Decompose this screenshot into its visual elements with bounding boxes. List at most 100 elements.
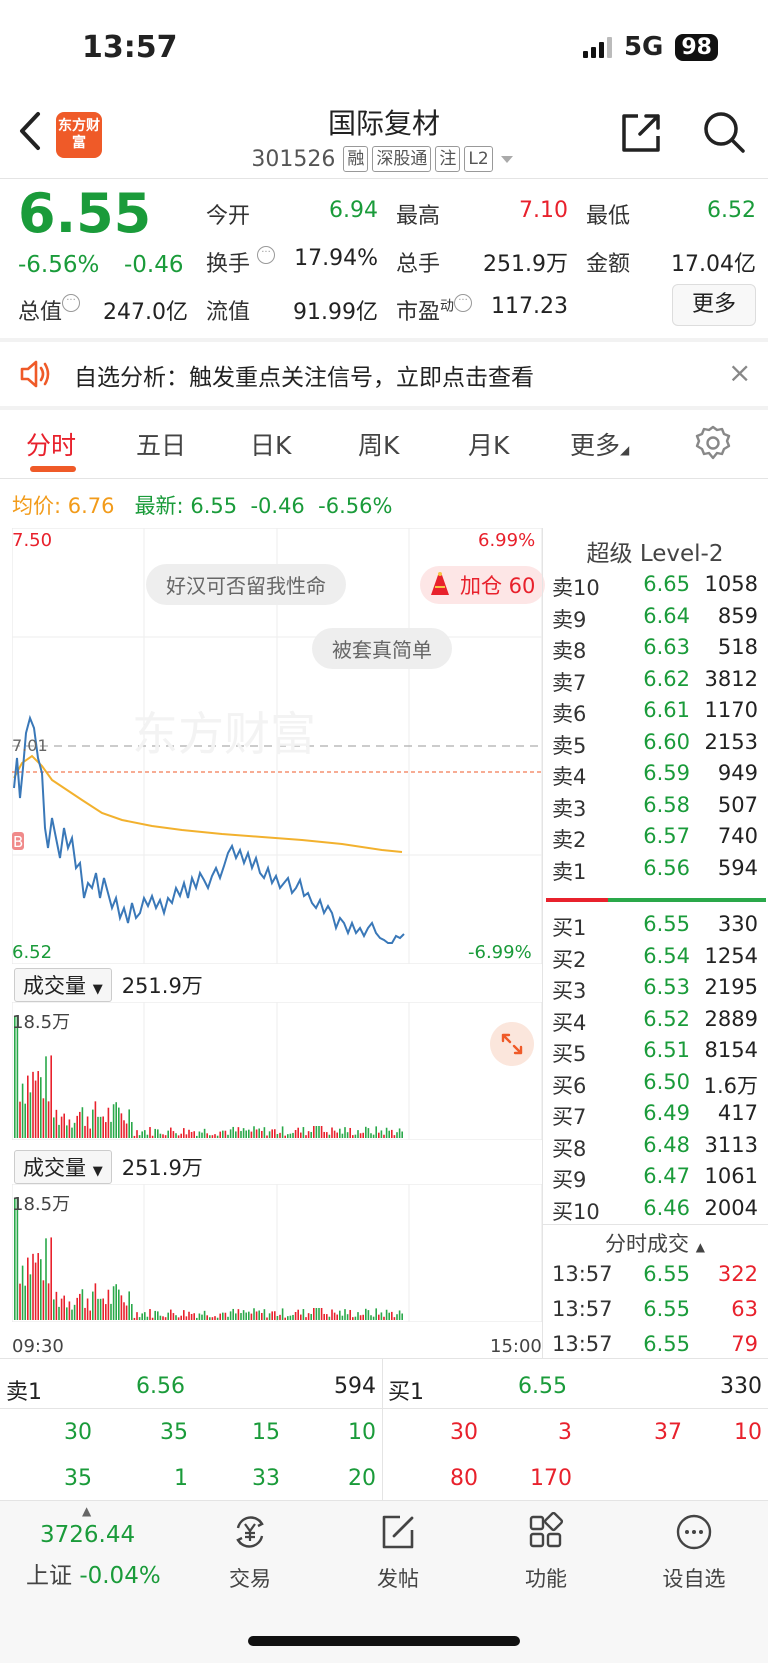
volume-bar — [86, 1116, 89, 1138]
volume-bar — [237, 1127, 240, 1138]
volume-bar — [235, 1131, 237, 1138]
share-icon[interactable] — [618, 110, 664, 156]
bid-row[interactable]: 买9 6.47 1061 — [552, 1164, 758, 1194]
volume-bar — [81, 1289, 84, 1320]
status-time: 13:57 — [82, 30, 178, 65]
nav-trade[interactable]: 交易 — [200, 1512, 300, 1593]
volume-bar — [188, 1311, 190, 1320]
volume-bar — [219, 1131, 221, 1138]
ask-row[interactable]: 卖10 6.65 1058 — [552, 572, 758, 602]
back-button[interactable] — [14, 108, 54, 158]
volume-bar — [380, 1130, 383, 1138]
alert-text[interactable]: 自选分析：触发重点关注信号，立即点击查看 — [74, 365, 534, 391]
volume-bar — [391, 1311, 393, 1320]
more-button[interactable]: 更多 — [672, 284, 756, 326]
gear-icon[interactable] — [694, 424, 732, 462]
volume-bar — [115, 1284, 117, 1320]
ask-row[interactable]: 卖6 6.61 1170 — [552, 698, 758, 728]
volume-bar — [136, 1130, 138, 1138]
volume-bar — [47, 1283, 50, 1320]
volume-bar — [372, 1316, 375, 1320]
nav-functions[interactable]: 功能 — [496, 1511, 596, 1593]
volume-bar — [123, 1302, 125, 1320]
tab-monthly[interactable]: 月K — [468, 431, 510, 460]
close-icon[interactable]: × — [728, 356, 752, 389]
tab-intraday[interactable]: 分时 — [26, 431, 77, 460]
bid-price: 6.48 — [643, 1132, 690, 1157]
bid-row[interactable]: 买7 6.49 417 — [552, 1101, 758, 1131]
tab-daily[interactable]: 日K — [250, 431, 292, 460]
bid-row[interactable]: 买4 6.52 2889 — [552, 1007, 758, 1037]
volume-bar — [240, 1131, 242, 1138]
bid-row[interactable]: 买10 6.46 2004 — [552, 1196, 758, 1226]
price-line — [13, 714, 405, 944]
volume-bar — [258, 1310, 260, 1320]
tab-weekly[interactable]: 周K — [358, 431, 400, 460]
volume-bar — [58, 1124, 60, 1138]
bid-row[interactable]: 买2 6.54 1254 — [552, 944, 758, 974]
volume-bar — [110, 1303, 112, 1320]
volume-bar — [183, 1128, 185, 1138]
bid-row[interactable]: 买5 6.51 8154 — [552, 1038, 758, 1068]
volume-bar — [201, 1314, 203, 1320]
bid-row[interactable]: 买6 6.50 1.6万 — [552, 1070, 758, 1100]
y-axis-top-pct: 6.99% — [478, 530, 536, 551]
ask-row[interactable]: 卖2 6.57 740 — [552, 824, 758, 854]
volume-bar — [63, 1295, 65, 1320]
quick-sell-order: 10 — [348, 1420, 376, 1445]
volume-bar — [396, 1314, 398, 1320]
order-book — [542, 528, 768, 1358]
ask-row[interactable]: 卖9 6.64 859 — [552, 604, 758, 634]
edit-icon — [382, 1515, 414, 1549]
volume-bar — [14, 1198, 16, 1320]
info-icon[interactable]: ··· — [257, 246, 276, 264]
bid-level: 买10 — [552, 1199, 600, 1224]
nav-add-watchlist[interactable]: 设自选 — [644, 1512, 744, 1593]
info-icon[interactable]: ··· — [454, 294, 473, 312]
add-position-bubble[interactable]: 加仓 60 — [420, 566, 546, 604]
nav-post[interactable]: 发帖 — [348, 1512, 448, 1593]
comment-bubble[interactable]: 被套真简单 — [312, 628, 452, 669]
volume-bar — [105, 1122, 107, 1138]
bid-row[interactable]: 买1 6.55 330 — [552, 912, 758, 942]
stock-code-row[interactable]: 301526 融 深股通 注 L2 — [0, 146, 768, 172]
volume-selector[interactable]: 成交量 ▼ — [14, 968, 112, 1002]
bid-row[interactable]: 买3 6.53 2195 — [552, 975, 758, 1005]
order-book-title[interactable]: 超级 Level-2 — [586, 541, 724, 567]
bid-level: 买6 — [552, 1073, 587, 1098]
ask-row[interactable]: 卖1 6.56 594 — [552, 856, 758, 886]
volume-chart[interactable] — [12, 1184, 542, 1322]
volume-selector[interactable]: 成交量 ▼ — [14, 1150, 112, 1184]
expand-icon[interactable] — [490, 1022, 534, 1066]
bid-volume: 1061 — [704, 1164, 758, 1188]
tab-5day[interactable]: 五日 — [136, 431, 187, 460]
volume-bar — [209, 1135, 211, 1138]
index-summary[interactable]: 上证 -0.04% — [26, 1563, 161, 1589]
ask-row[interactable]: 卖8 6.63 518 — [552, 635, 758, 665]
info-icon[interactable]: ··· — [62, 294, 81, 312]
comment-bubble[interactable]: 好汉可否留我性命 — [146, 564, 346, 605]
ticks-title[interactable]: 分时成交 ▲ — [605, 1232, 705, 1256]
bid-row[interactable]: 买8 6.48 3113 — [552, 1133, 758, 1163]
volume-bar — [175, 1133, 177, 1138]
volume-bar — [385, 1127, 388, 1138]
volume-bar — [365, 1126, 367, 1138]
ask-row[interactable]: 卖5 6.60 2153 — [552, 730, 758, 760]
quick-sell-order: 15 — [252, 1420, 280, 1445]
ask-row[interactable]: 卖3 6.58 507 — [552, 793, 758, 823]
tick-row: 13:57 6.55 79 — [552, 1332, 758, 1356]
tab-more[interactable]: 更多◢ — [570, 431, 630, 460]
volume-bar — [253, 1308, 255, 1320]
volume-bar — [385, 1309, 388, 1320]
volume-chart[interactable] — [12, 1002, 542, 1140]
ask-row[interactable]: 卖7 6.62 3812 — [552, 667, 758, 697]
search-icon[interactable] — [700, 108, 748, 156]
tick-volume: 63 — [731, 1297, 758, 1321]
bid-price: 6.52 — [643, 1006, 690, 1031]
volume-bar — [216, 1135, 219, 1138]
index-value[interactable]: 3726.44 — [40, 1522, 136, 1548]
volume-bar — [297, 1309, 299, 1320]
volume-bar — [359, 1133, 362, 1138]
volume-bar — [55, 1291, 58, 1320]
ask-row[interactable]: 卖4 6.59 949 — [552, 761, 758, 791]
